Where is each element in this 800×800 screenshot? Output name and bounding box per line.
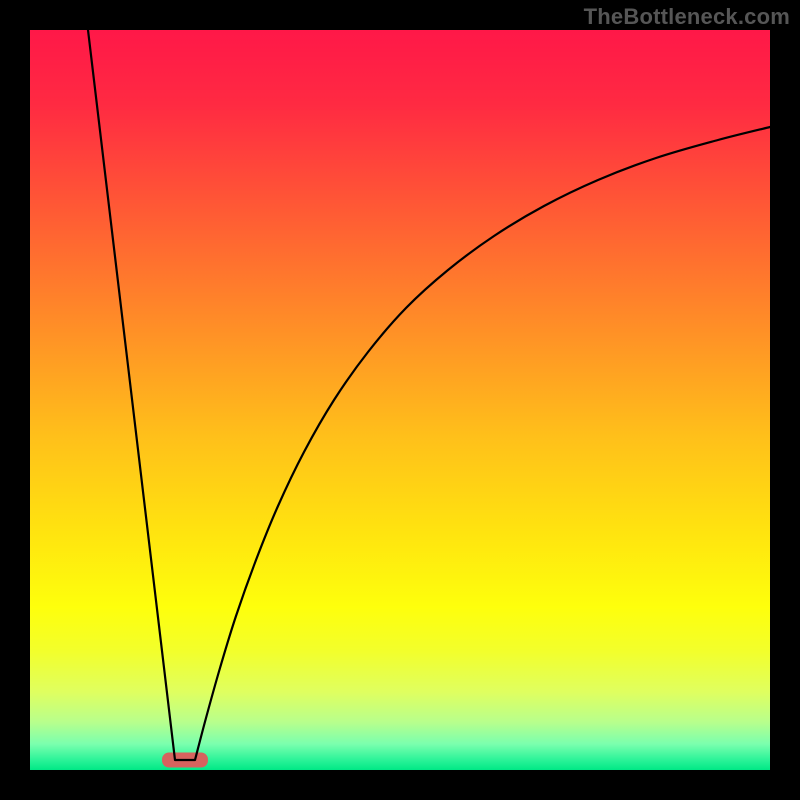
chart-background <box>30 30 770 770</box>
bottleneck-chart <box>0 0 800 800</box>
watermark-text: TheBottleneck.com <box>584 4 790 30</box>
